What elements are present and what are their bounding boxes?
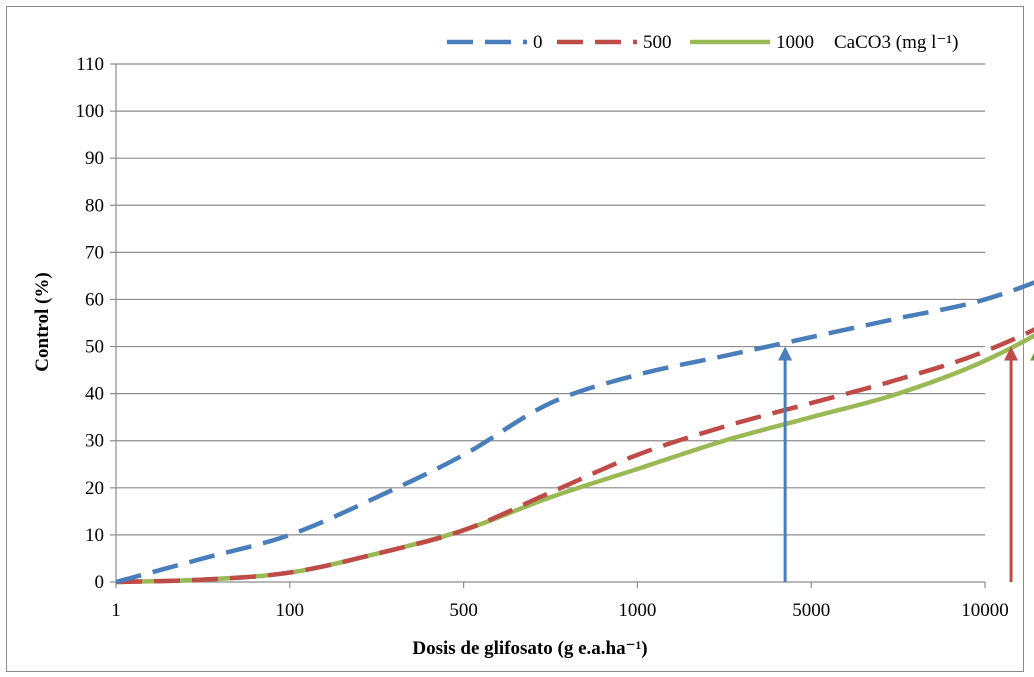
- x-tick-label: 5000: [792, 600, 830, 621]
- y-tick-label: 30: [85, 431, 104, 452]
- x-tick-label: 10000: [961, 600, 1009, 621]
- chart-frame: [6, 6, 1024, 672]
- y-axis-title: Control (%): [32, 272, 53, 371]
- y-tick-label: 60: [85, 289, 104, 310]
- series-line-500: [115, 327, 1034, 585]
- x-tick-label: 100: [276, 600, 305, 621]
- gridlines: [116, 63, 985, 536]
- legend-title: CaCO3 (mg l⁻¹): [834, 32, 958, 53]
- legend: 0 500 1000 CaCO3 (mg l⁻¹): [447, 32, 958, 53]
- y-tick-label: 110: [76, 54, 104, 75]
- y-tick-label: 40: [85, 384, 104, 405]
- x-tick-label: 1000: [618, 600, 656, 621]
- legend-label-500: 500: [643, 32, 672, 53]
- y-tick-label: 80: [85, 195, 104, 216]
- axes: [110, 63, 986, 588]
- x-tick-label: 500: [449, 600, 478, 621]
- series-lines: [115, 280, 1034, 585]
- y-tick-label: 20: [85, 478, 104, 499]
- arrow-head-500: [1004, 346, 1019, 361]
- y-tick-label: 70: [85, 242, 104, 263]
- legend-label-0: 0: [533, 32, 543, 53]
- y-tick-labels: 0 10 20 30 40 50 60 70 80 90 100 110: [76, 54, 105, 593]
- arrow-head-0: [778, 346, 793, 361]
- ed50-arrows: [778, 346, 1034, 582]
- legend-label-1000: 1000: [776, 32, 814, 53]
- x-axis-title: Dosis de glifosato (g e.a.ha⁻¹): [412, 638, 647, 659]
- y-tick-label: 100: [76, 101, 105, 122]
- series-line-0: [115, 280, 1034, 585]
- y-tick-label: 0: [95, 572, 105, 593]
- x-tick-label: 1: [111, 600, 121, 621]
- y-tick-label: 90: [85, 148, 104, 169]
- x-tick-labels: 1 100 500 1000 5000 10000: [111, 600, 1009, 621]
- y-tick-label: 50: [85, 337, 104, 358]
- y-tick-label: 10: [85, 525, 104, 546]
- arrow-head-1000: [1030, 352, 1034, 361]
